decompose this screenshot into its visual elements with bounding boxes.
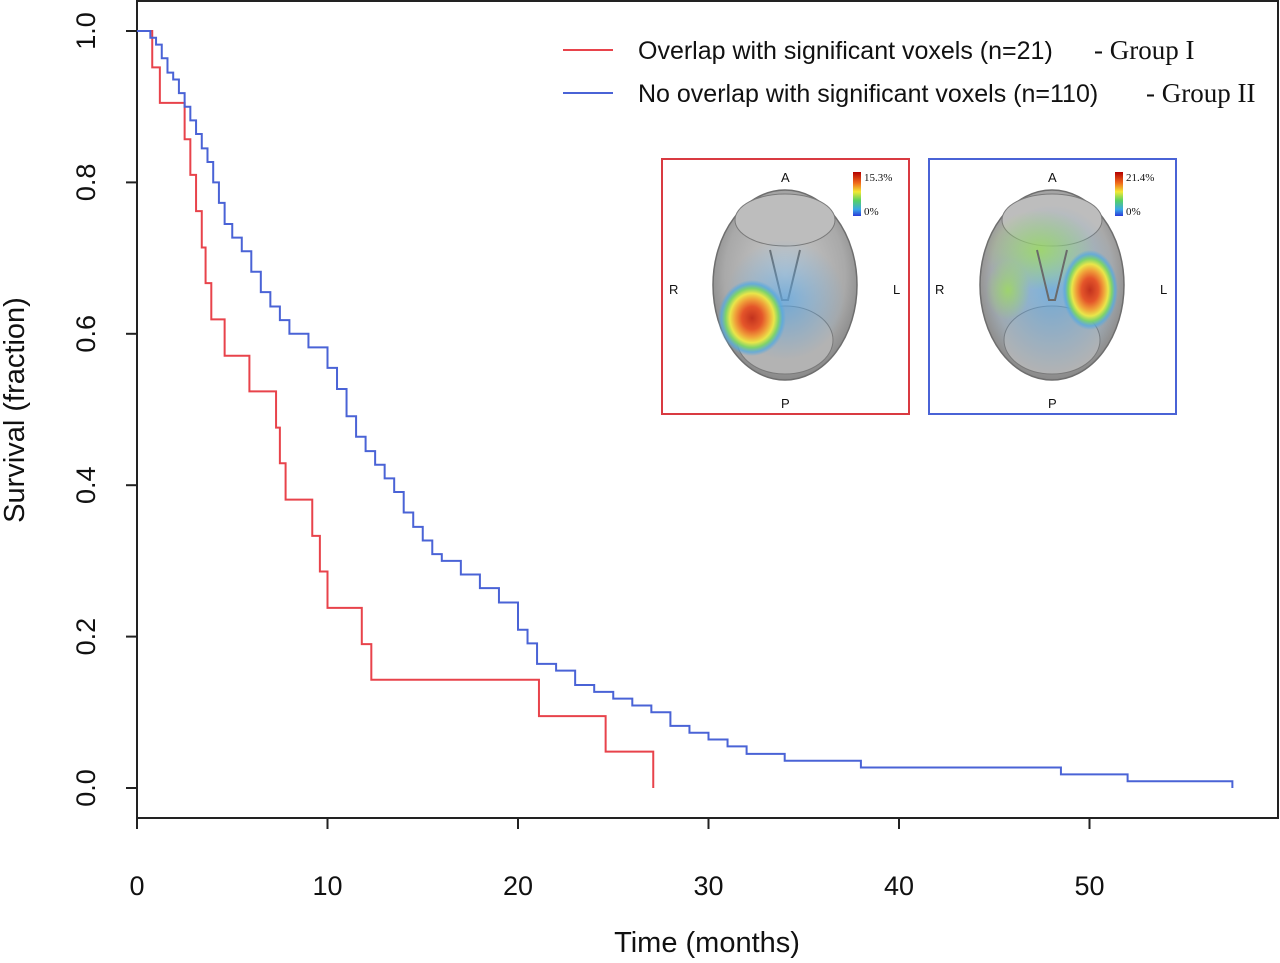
y-tick-label: 0.8	[71, 164, 101, 202]
y-tick-label: 0.0	[71, 769, 101, 807]
inset-group-1-brain-map: A P R L 15.3% 0%	[661, 158, 910, 415]
inset-1-scale-min: 0%	[864, 206, 879, 218]
survival-curve-group-2	[137, 30, 1234, 788]
inset-2-scale-min: 0%	[1126, 206, 1141, 218]
y-tick-label: 1.0	[71, 12, 101, 50]
inset-2-label-left: L	[1160, 282, 1167, 297]
legend-group-2: - Group II	[1146, 78, 1255, 108]
survival-curve-group-1	[137, 30, 655, 788]
inset-1-skull-image	[712, 189, 858, 381]
inset-2-scale-max: 21.4%	[1126, 172, 1154, 184]
inset-1-label-anterior: A	[781, 170, 790, 185]
legend-label-group-2: No overlap with significant voxels (n=11…	[638, 80, 1098, 108]
inset-2-label-posterior: P	[1048, 396, 1057, 411]
x-tick-label: 50	[1074, 871, 1104, 901]
y-tick-label: 0.2	[71, 618, 101, 656]
inset-2-label-anterior: A	[1048, 170, 1057, 185]
inset-group-2-brain-map: A P R L 21.4% 0%	[928, 158, 1177, 415]
axes: 0 10 20 30 40 50 0.0 0.2 0.4 0.6 0.8 1.0	[71, 12, 1105, 901]
y-tick-label: 0.6	[71, 315, 101, 353]
y-tick-label: 0.4	[71, 466, 101, 504]
x-tick-label: 40	[884, 871, 914, 901]
x-tick-label: 0	[129, 871, 144, 901]
x-tick-label: 30	[693, 871, 723, 901]
x-axis-title: Time (months)	[614, 927, 800, 959]
inset-1-label-posterior: P	[781, 396, 790, 411]
x-tick-label: 20	[503, 871, 533, 901]
legend-group-1: - Group I	[1094, 35, 1194, 65]
x-tick-label: 10	[312, 871, 342, 901]
survival-curves	[137, 30, 1234, 788]
inset-1-label-right: R	[669, 282, 678, 297]
legend: Overlap with significant voxels (n=21) -…	[563, 35, 1255, 108]
inset-1-label-left: L	[893, 282, 900, 297]
inset-1-scale-max: 15.3%	[864, 172, 892, 184]
inset-1-color-scale	[853, 172, 861, 216]
inset-2-label-right: R	[935, 282, 944, 297]
legend-label-group-1: Overlap with significant voxels (n=21)	[638, 37, 1053, 65]
inset-2-skull-image	[979, 189, 1125, 381]
y-axis-title: Survival (fraction)	[0, 297, 31, 523]
inset-2-color-scale	[1115, 172, 1123, 216]
